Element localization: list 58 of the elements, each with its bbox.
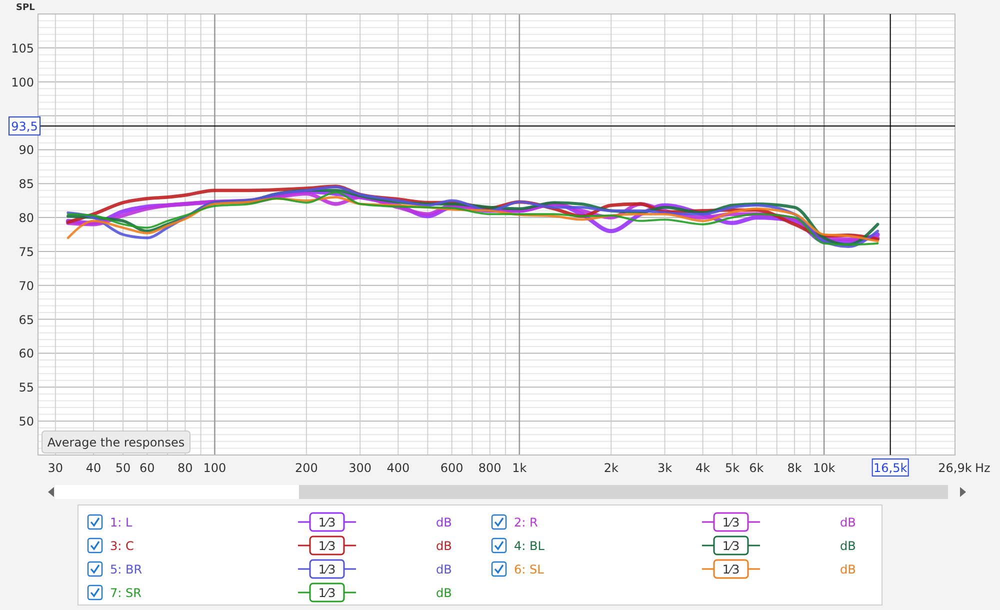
text: 1⁄3 [318, 562, 336, 576]
y-tick-label: 90 [18, 143, 34, 158]
y-axis-title: SPL [16, 3, 36, 13]
text: 1⁄3 [722, 516, 740, 530]
x-tick-label: 2k [604, 461, 618, 475]
text: dB [840, 516, 856, 530]
text: 1⁄3 [318, 586, 336, 600]
text: 7: SR [110, 586, 142, 600]
text: dB [840, 539, 856, 553]
text: 5: BR [110, 562, 142, 576]
x-tick-label: 200 [294, 461, 318, 475]
x-tick-label: 300 [348, 461, 372, 475]
button: Average the responses [42, 430, 190, 454]
annotation: Average the responses [47, 436, 185, 450]
x-tick-label: 5k [725, 461, 740, 475]
x-tick-label: 4k [696, 461, 710, 475]
text: 1⁄3 [722, 562, 740, 576]
x-tick-label: 10k [812, 461, 836, 475]
text: dB [840, 562, 856, 576]
x-tick-label: 60 [139, 461, 155, 475]
text: dB [436, 562, 452, 576]
x-tick-label: 50 [115, 461, 131, 475]
y-tick-label: 75 [18, 244, 34, 259]
y-tick-label: 100 [11, 75, 34, 90]
x-tick-label: 40 [86, 461, 102, 475]
y-tick-label: 85 [18, 177, 34, 192]
x-tick-label: 400 [386, 461, 410, 475]
x-axis-title: Hz [975, 461, 990, 475]
y-tick-label: 65 [18, 312, 34, 327]
x-tick-label: 1k [512, 461, 527, 475]
text: 1⁄3 [318, 516, 336, 530]
text: 2: R [514, 516, 538, 530]
text: 1⁄3 [318, 539, 336, 553]
y-tick-label: 105 [11, 41, 34, 56]
y-tick-label: 55 [18, 380, 34, 395]
y-tick-label: 50 [18, 414, 34, 429]
x-tick-label: 100 [203, 461, 226, 475]
x-tick-label: 26,9k [938, 461, 972, 475]
text: 1: L [110, 516, 132, 530]
ref-line-label: 16,5k [873, 461, 908, 475]
x-tick-label: 3k [657, 461, 672, 475]
y-tick-label: 60 [18, 346, 34, 361]
text: dB [436, 539, 452, 553]
x-tick-label: 600 [440, 461, 464, 475]
x-tick-label: 30 [48, 461, 64, 475]
ref-line-label: 93,5 [11, 119, 38, 134]
x-tick-label: 800 [478, 461, 502, 475]
x-tick-label: 80 [178, 461, 193, 475]
text: dB [436, 586, 452, 600]
y-tick-label: 80 [18, 211, 34, 226]
text: dB [436, 516, 452, 530]
x-tick-label: 6k [749, 461, 764, 475]
y-tick-label: 70 [18, 278, 34, 293]
text: 4: BL [514, 539, 545, 553]
text: 1⁄3 [722, 539, 740, 553]
text: 3: C [110, 539, 134, 553]
x-tick-label: 8k [787, 461, 802, 475]
text: 6: SL [514, 562, 544, 576]
